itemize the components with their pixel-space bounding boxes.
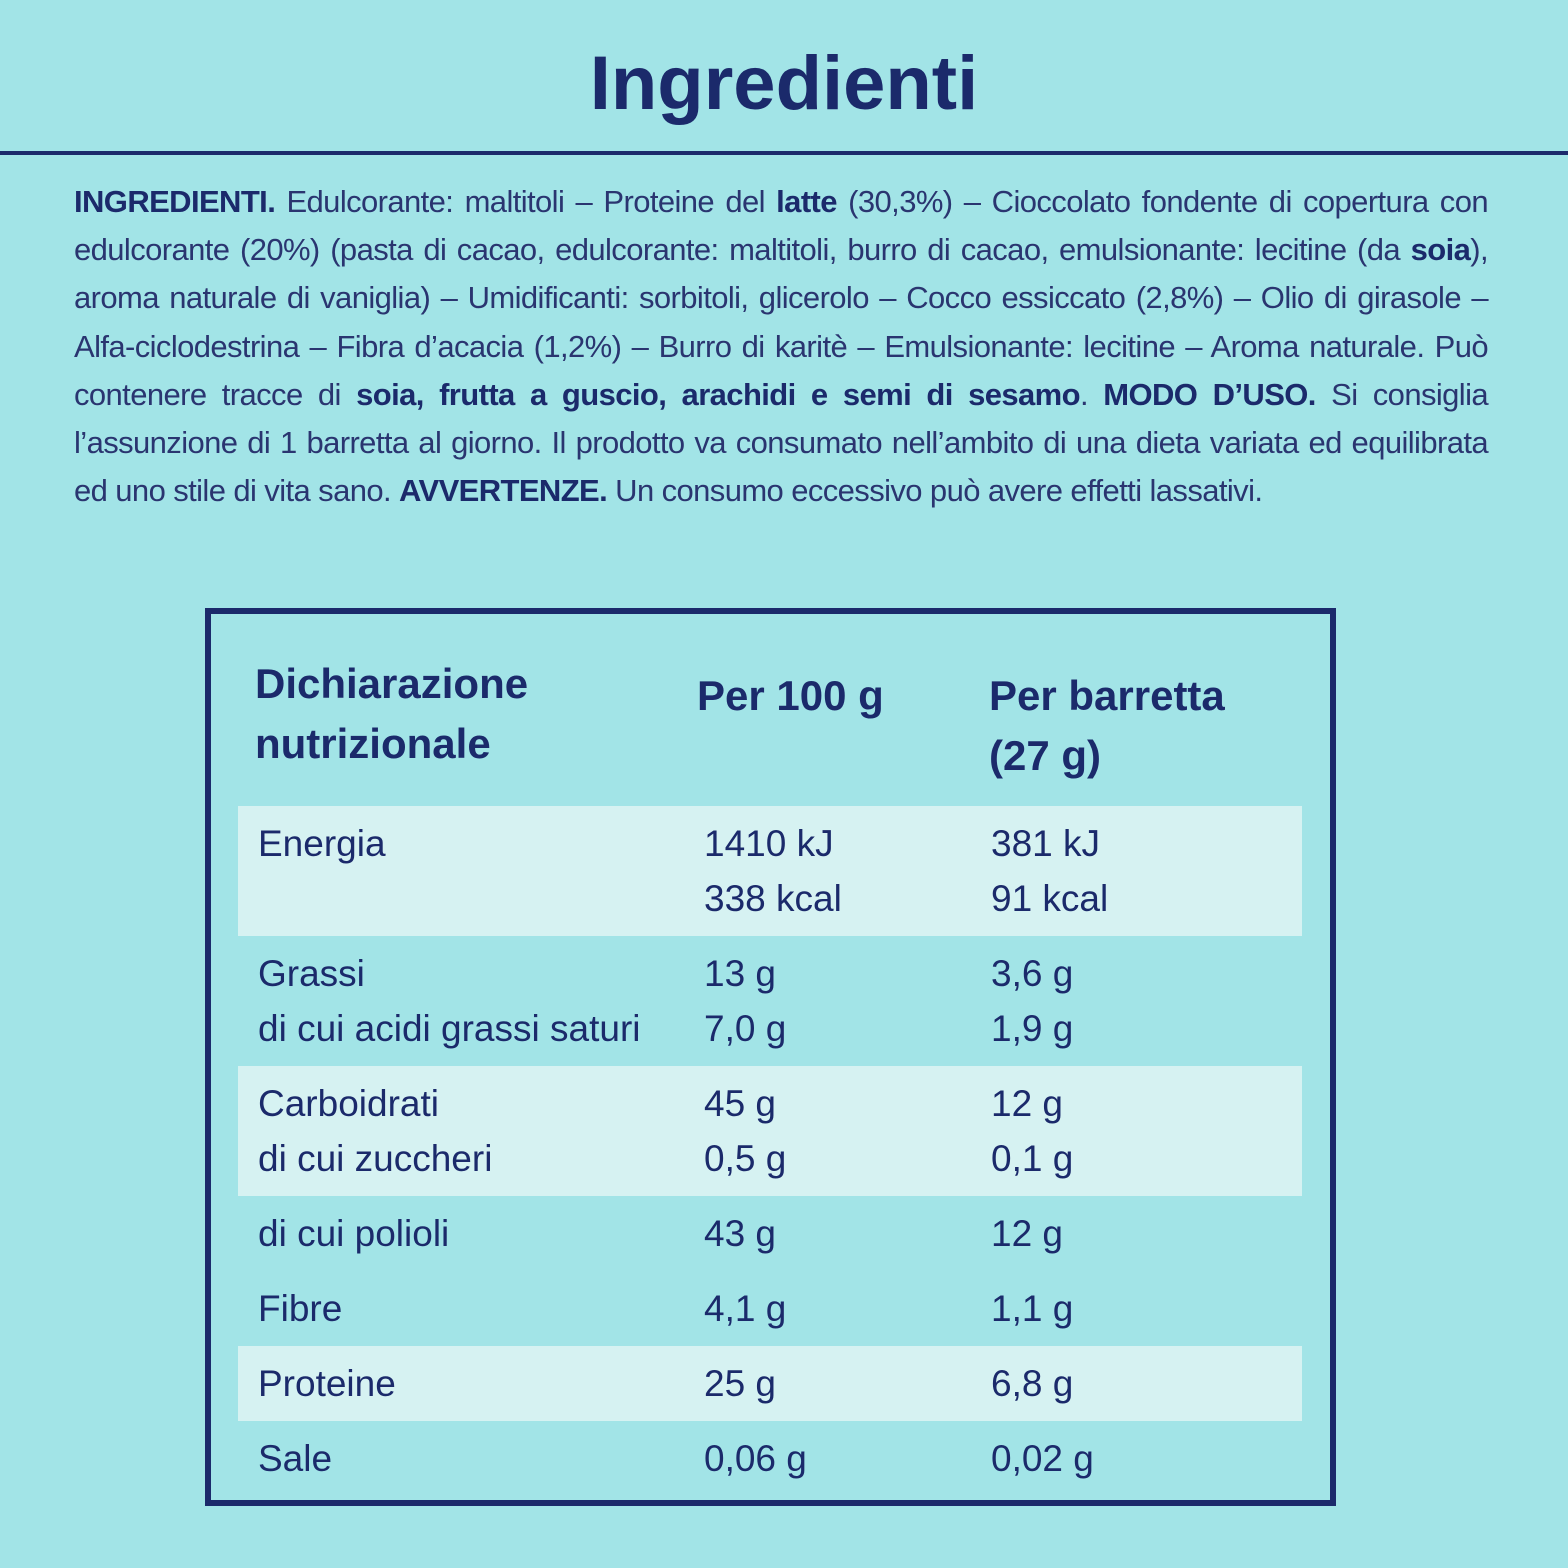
table-cell: Proteine [258, 1356, 704, 1411]
title: Ingredienti [589, 41, 979, 126]
nutrition-table: Dichiarazione nutrizionale Per 100 g Per ba… [205, 608, 1336, 1506]
cell-line: 0,02 g [991, 1438, 1094, 1479]
divider [0, 151, 1568, 155]
cell-line: 12 g [991, 1083, 1064, 1124]
cell-line: Fibre [258, 1288, 343, 1329]
table-cell: 45 g 0,5 g [704, 1076, 991, 1186]
cell-line: 1,9 g [991, 1008, 1074, 1049]
cell-line: 6,8 g [991, 1363, 1074, 1404]
table-cell: Grassi di cui acidi grassi saturi [258, 946, 704, 1056]
cell-line: Energia [258, 823, 386, 864]
cell-line: 7,0 g [704, 1008, 787, 1049]
bold-text: AVVERTENZE. [399, 473, 608, 509]
text: . [1079, 376, 1104, 412]
cell-line: 4,1 g [704, 1288, 787, 1329]
header-line: Per 100 g [697, 672, 884, 719]
table-cell: Carboidrati di cui zuccheri [258, 1076, 704, 1186]
header-line: nutrizionale [255, 720, 491, 767]
table-cell: 0,02 g [991, 1431, 1302, 1486]
table-row: Carboidrati di cui zuccheri 45 g 0,5 g 12 g 0… [238, 1066, 1302, 1196]
header-line: Dichiarazione [255, 660, 529, 707]
table-cell: 12 g [991, 1206, 1302, 1261]
cell-line: Grassi [258, 953, 365, 994]
cell-line: 91 kcal [991, 878, 1109, 919]
cell-line: 12 g [991, 1213, 1064, 1254]
table-cell: 25 g [704, 1356, 991, 1411]
table-header: Dichiarazione nutrizionale Per 100 g Per ba… [255, 654, 1225, 786]
table-cell: Energia [258, 816, 704, 926]
cell-line: di cui acidi grassi saturi [258, 1008, 641, 1049]
header-cell: Per 100 g [697, 654, 989, 786]
table-cell: 4,1 g [704, 1281, 991, 1336]
table-cell: 43 g [704, 1206, 991, 1261]
table-cell: 3,6 g 1,9 g [991, 946, 1302, 1056]
header-line: (27 g) [989, 732, 1102, 779]
text: Un consumo eccessivo può avere effetti l… [607, 473, 1263, 509]
table-cell: 381 kJ 91 kcal [991, 816, 1302, 926]
bold-text: soia, frutta a guscio, arachidi e semi d… [356, 376, 1080, 412]
cell-line: 381 kJ [991, 823, 1101, 864]
cell-line: 0,06 g [704, 1438, 807, 1479]
cell-line: Sale [258, 1438, 333, 1479]
cell-line: 0,1 g [991, 1138, 1074, 1179]
text: Edulcorante: maltitoli – Proteine del [275, 184, 777, 219]
table-cell: 1410 kJ 338 kcal [704, 816, 991, 926]
table-cell: Fibre [258, 1281, 704, 1336]
table-cell: 1,1 g [991, 1281, 1302, 1336]
bold-text: latte [776, 184, 837, 219]
cell-line: 338 kcal [704, 878, 842, 919]
table-cell: Sale [258, 1431, 704, 1486]
table-row: Fibre 4,1 g 1,1 g [238, 1271, 1302, 1346]
table-cell: 13 g 7,0 g [704, 946, 991, 1056]
cell-line: 13 g [704, 953, 777, 994]
table-row: di cui polioli 43 g 12 g [238, 1196, 1302, 1271]
table-cell: 12 g 0,1 g [991, 1076, 1302, 1186]
header-cell: Per barretta (27 g) [989, 654, 1225, 786]
cell-line: 1,1 g [991, 1288, 1074, 1329]
cell-line: 25 g [704, 1363, 777, 1404]
cell-line: 0,5 g [704, 1138, 787, 1179]
table-row: Energia 1410 kJ 338 kcal 381 kJ 91 kcal [238, 806, 1302, 936]
header-cell: Dichiarazione nutrizionale [255, 654, 697, 786]
table-row: Grassi di cui acidi grassi saturi 13 g 7,0 … [238, 936, 1302, 1066]
header-line: Per barretta [989, 672, 1225, 719]
cell-line: Carboidrati [258, 1083, 439, 1124]
table-cell: di cui polioli [258, 1206, 704, 1261]
bold-text: soia [1410, 232, 1471, 268]
bold-text: MODO D’USO. [1103, 376, 1316, 412]
cell-line: 1410 kJ [704, 823, 834, 864]
table-row: Sale 0,06 g 0,02 g [238, 1421, 1302, 1496]
cell-line: 43 g [704, 1213, 777, 1254]
cell-line: di cui zuccheri [258, 1138, 493, 1179]
text: ), aroma naturale di vaniglia) – Umidifi… [74, 232, 1489, 412]
cell-line: 45 g [704, 1083, 777, 1124]
table-cell: 6,8 g [991, 1356, 1302, 1411]
text: (30,3%) – Cioccolato fondente di copertu… [74, 184, 1489, 268]
table-row: Proteine 25 g 6,8 g [238, 1346, 1302, 1421]
table-cell: 0,06 g [704, 1431, 991, 1486]
table-body: Energia 1410 kJ 338 kcal 381 kJ 91 kcal Grass… [238, 806, 1302, 1496]
cell-line: Proteine [258, 1363, 396, 1404]
text: Si consiglia l’assunzione di 1 barretta … [74, 376, 1489, 509]
cell-line: di cui polioli [258, 1213, 450, 1254]
ingredients-text: INGREDIENTI. Edulcorante: maltitoli – Pr… [74, 178, 1489, 515]
bold-text: INGREDIENTI. [74, 184, 276, 219]
cell-line: 3,6 g [991, 953, 1074, 994]
